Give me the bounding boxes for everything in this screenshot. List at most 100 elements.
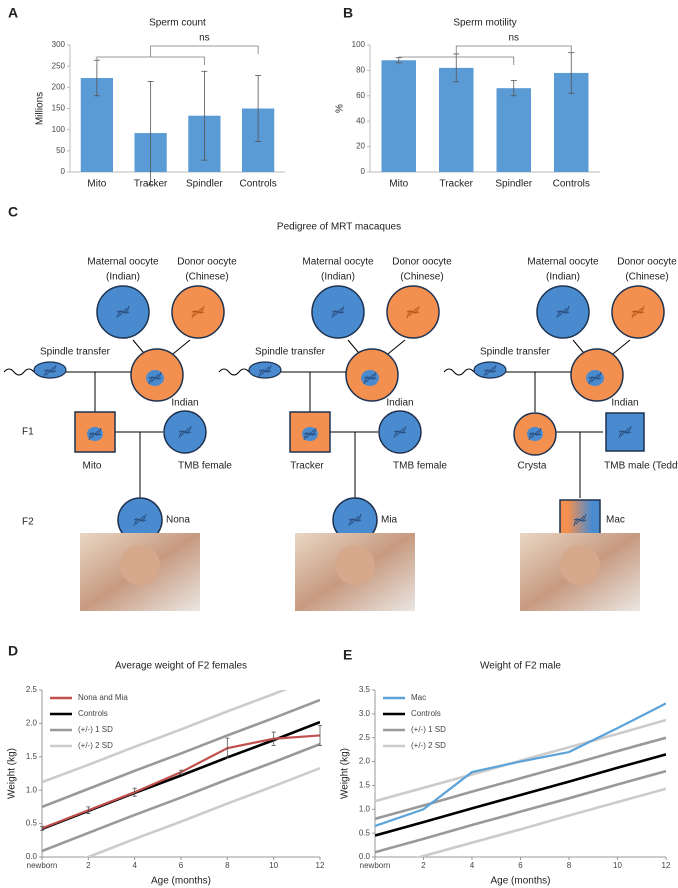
series-line xyxy=(375,736,666,821)
legend-label: (+/-) 2 SD xyxy=(78,741,113,750)
error-bar xyxy=(510,80,517,97)
parent-name: Crysta xyxy=(518,461,547,472)
legend-label: Controls xyxy=(411,709,441,718)
diagram-title: Pedigree of MRT macaques xyxy=(277,222,401,233)
legend-label: (+/-) 2 SD xyxy=(411,741,446,750)
bar xyxy=(439,67,474,172)
y-tick-label: 2.5 xyxy=(359,733,371,742)
panel-label: C xyxy=(8,204,18,220)
oocyte-label: (Indian) xyxy=(106,272,140,283)
partner-name: TMB female xyxy=(393,461,447,472)
dna-icon xyxy=(88,427,102,441)
error-bar xyxy=(318,725,322,746)
error-bar xyxy=(201,70,208,161)
partner-origin: Indian xyxy=(171,398,198,409)
y-tick-label: 50 xyxy=(56,146,65,155)
x-tick-label: Spindler xyxy=(495,179,532,190)
oocyte-label: (Chinese) xyxy=(400,272,443,283)
y-tick-label: 100 xyxy=(352,40,366,49)
y-tick-label: 1.0 xyxy=(26,785,38,794)
dna-icon xyxy=(116,305,130,319)
dna-icon xyxy=(556,305,570,319)
pedigree-line xyxy=(66,371,163,498)
y-tick-label: 20 xyxy=(356,142,365,151)
error-bar xyxy=(271,731,276,746)
partner-name: TMB male (Teddy) xyxy=(604,461,678,472)
offspring-name: Nona xyxy=(166,515,190,526)
dna-icon xyxy=(573,513,587,527)
method-label: Spindle transfer xyxy=(40,347,111,358)
y-tick-label: 200 xyxy=(52,82,66,91)
chart-title: Weight of F2 male xyxy=(480,661,561,672)
series-line xyxy=(375,702,666,828)
x-tick-label: 10 xyxy=(269,861,278,870)
y-tick-label: 0 xyxy=(361,167,366,176)
series-line xyxy=(42,690,288,784)
y-tick-label: 100 xyxy=(52,125,66,134)
partner-name: TMB female xyxy=(178,461,232,472)
sperm-tail xyxy=(218,368,250,376)
series-line xyxy=(415,787,666,857)
parent-name: Mito xyxy=(83,461,102,472)
sperm-tail xyxy=(443,368,475,376)
dna-icon xyxy=(483,364,497,378)
generation-label: F2 xyxy=(22,517,34,528)
y-tick-label: 40 xyxy=(356,116,365,125)
dna-icon xyxy=(178,425,192,439)
y-axis-label: Millions xyxy=(35,92,46,125)
oocyte-label: (Indian) xyxy=(546,272,580,283)
photo-face xyxy=(335,545,375,585)
oocyte-label: Maternal oocyte xyxy=(87,257,159,268)
significance-label: ns xyxy=(508,33,519,44)
partner-origin: Indian xyxy=(386,398,413,409)
x-tick-label: 2 xyxy=(421,861,426,870)
pedigree-line xyxy=(281,371,378,498)
oocyte-label: (Chinese) xyxy=(625,272,668,283)
dna-icon xyxy=(618,425,632,439)
dna-icon xyxy=(348,513,362,527)
bar xyxy=(381,60,416,172)
legend-label: (+/-) 1 SD xyxy=(411,725,446,734)
x-tick-label: Tracker xyxy=(439,179,473,190)
sperm-head xyxy=(248,361,282,379)
x-tick-label: Controls xyxy=(553,179,590,190)
dna-icon xyxy=(528,427,542,441)
x-tick-label: Mito xyxy=(87,179,106,190)
x-tick-label: 12 xyxy=(316,861,325,870)
series-line xyxy=(375,753,666,837)
y-tick-label: 250 xyxy=(52,61,66,70)
x-axis-label: Age (months) xyxy=(151,876,211,887)
y-axis-label: Weight (kg) xyxy=(7,748,18,799)
y-axis-label: Weight (kg) xyxy=(340,748,351,799)
y-tick-label: 80 xyxy=(356,66,365,75)
error-bar xyxy=(147,81,154,186)
x-tick-label: newborn xyxy=(27,861,58,870)
dna-icon xyxy=(406,305,420,319)
x-tick-label: 10 xyxy=(613,861,622,870)
dna-icon xyxy=(133,513,147,527)
significance-label: ns xyxy=(199,33,210,44)
x-tick-label: 6 xyxy=(179,861,184,870)
parent-name: Tracker xyxy=(290,461,324,472)
dna-icon xyxy=(148,371,162,385)
dna-icon xyxy=(258,364,272,378)
x-tick-label: Spindler xyxy=(186,179,223,190)
dna-icon xyxy=(191,305,205,319)
error-bar xyxy=(40,825,44,831)
y-tick-label: 0.5 xyxy=(359,828,371,837)
legend-label: Controls xyxy=(78,709,108,718)
dna-icon xyxy=(393,425,407,439)
significance-bracket xyxy=(96,45,259,65)
x-axis-label: Age (months) xyxy=(490,876,550,887)
x-tick-label: Tracker xyxy=(134,179,168,190)
series-line xyxy=(42,742,320,853)
y-tick-label: 0.0 xyxy=(359,852,371,861)
x-tick-label: Mito xyxy=(389,179,408,190)
y-tick-label: 1.0 xyxy=(359,804,371,813)
plot-area xyxy=(42,690,320,857)
oocyte-label: Maternal oocyte xyxy=(302,257,374,268)
photo-face xyxy=(120,545,160,585)
dna-icon xyxy=(631,305,645,319)
y-tick-label: 2.5 xyxy=(26,685,38,694)
